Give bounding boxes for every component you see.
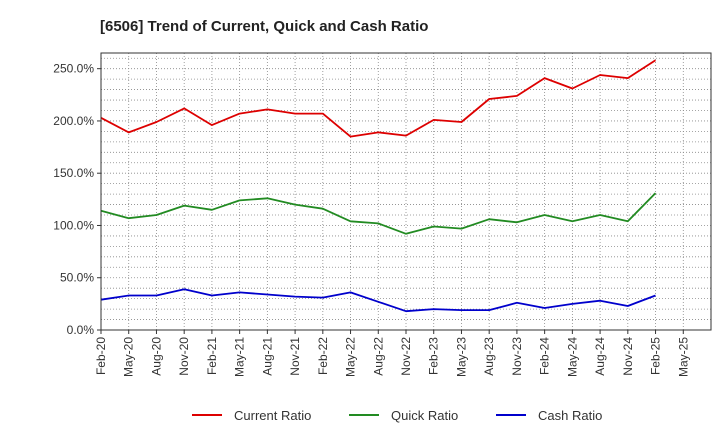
chart-title: [6506] Trend of Current, Quick and Cash …: [100, 18, 428, 35]
y-axis: 0.0% 50.0% 100.0% 150.0% 200.0% 250.0%: [53, 62, 101, 337]
legend: Current Ratio Quick Ratio Cash Ratio: [192, 408, 602, 423]
y-tick-label: 200.0%: [53, 114, 94, 128]
series-line-current-ratio: [100, 59, 656, 138]
x-tick-label: Feb-25: [649, 337, 663, 375]
grid-lines: [100, 53, 711, 330]
legend-label-cash-ratio: Cash Ratio: [538, 408, 602, 423]
y-tick-label: 50.0%: [60, 271, 94, 285]
y-tick-label: 250.0%: [53, 62, 94, 76]
series-lines: [100, 59, 657, 313]
x-axis: Feb-20 May-20 Aug-20 Nov-20 Feb-21 May-21 Aug-…: [94, 330, 690, 377]
legend-label-current-ratio: Current Ratio: [234, 408, 311, 423]
x-tick-label: Nov-20: [177, 337, 191, 376]
y-tick-label: 100.0%: [53, 218, 94, 232]
x-tick-label: Aug-24: [593, 337, 607, 376]
x-tick-label: Feb-21: [205, 337, 219, 375]
x-tick-label: May-23: [454, 337, 468, 377]
x-tick-label: Feb-23: [427, 337, 441, 375]
y-tick-label: 150.0%: [53, 166, 94, 180]
x-tick-label: Feb-20: [94, 337, 108, 375]
x-tick-label: May-22: [344, 337, 358, 377]
x-tick-label: Nov-22: [399, 337, 413, 376]
series-line-cash-ratio: [100, 288, 656, 313]
x-tick-label: Nov-23: [510, 337, 524, 376]
x-tick-label: May-24: [565, 337, 579, 377]
legend-label-quick-ratio: Quick Ratio: [391, 408, 458, 423]
x-tick-label: May-20: [122, 337, 136, 377]
x-tick-label: Aug-23: [482, 337, 496, 376]
x-tick-label: Nov-21: [288, 337, 302, 376]
x-tick-label: Aug-22: [371, 337, 385, 376]
x-tick-label: Feb-24: [538, 337, 552, 375]
x-tick-label: May-25: [676, 337, 690, 377]
x-tick-label: Feb-22: [316, 337, 330, 375]
x-tick-label: Aug-21: [260, 337, 274, 376]
series-line-quick-ratio: [100, 192, 657, 235]
x-tick-label: May-21: [233, 337, 247, 377]
y-tick-label: 0.0%: [67, 323, 95, 337]
x-tick-label: Nov-24: [621, 337, 635, 376]
x-tick-label: Aug-20: [149, 337, 163, 376]
